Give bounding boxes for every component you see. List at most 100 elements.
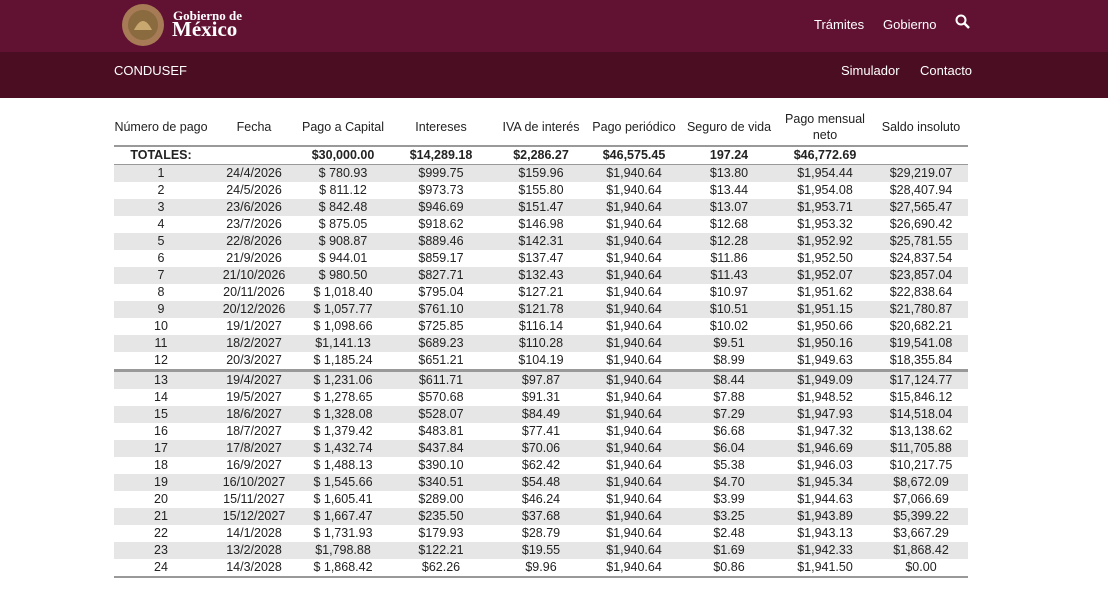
cell: 4 [157,217,165,231]
cell: $24,837.54 [889,251,953,265]
header-row: Número de pago Fecha Pago a Capital Interes… [114,109,968,147]
cell: $46.24 [521,492,561,506]
nav-link[interactable]: Gobierno [883,17,937,32]
nav-link[interactable]: Trámites [814,17,865,32]
cell: $0.00 [874,559,968,578]
cell: $1,940.64 [606,251,662,265]
cell: $ 811.12 [319,183,367,197]
column-header: Pago periódico [586,109,682,147]
cell: $12.68 [709,217,749,231]
cell [874,146,968,165]
cell: $7.88 [713,390,745,404]
cell: $889.46 [386,233,496,250]
cell: $116.14 [518,319,564,333]
cell: $340.51 [386,474,496,491]
table-row: 10 19/1/2027 $ 1,098.66 $725.85 $116.14 $1,94… [114,318,968,335]
search-icon[interactable] [955,14,971,30]
cell: $77.41 [521,424,561,438]
cell: 17 [114,440,208,457]
logo-text[interactable]: Gobierno de [173,8,242,23]
cell: 18 [154,458,168,472]
cell: 12 [114,352,208,372]
cell: $859.17 [418,251,464,265]
cell: $1,940.64 [586,542,682,559]
cell: $235.50 [386,508,496,525]
cell [208,146,300,165]
cell: $ 1,545.66 [300,474,386,491]
cell: $1,940.64 [606,424,662,438]
sub-link[interactable]: Simulador [841,63,900,78]
cell: $121.78 [496,301,586,318]
cell: $1,940.64 [606,390,662,404]
cell: $528.07 [386,406,496,423]
cell: 13/2/2028 [208,542,300,559]
cell: $570.68 [418,390,464,404]
sub-link[interactable]: Contacto [920,63,973,78]
cell: 17/8/2027 [208,440,300,457]
cell: $3.25 [682,508,776,525]
cell: $7.29 [682,406,776,423]
table-row: 8 20/11/2026 $ 1,018.40 $795.04 $127.21 $1,94… [114,284,968,301]
cell: $6.68 [713,424,745,438]
logo-text[interactable]: México [172,17,238,41]
cell: 22 [154,526,168,540]
cell: $1,946.69 [776,440,874,457]
column-header: Seguro de vida [682,109,776,147]
cell: $1,940.64 [586,406,682,423]
table-row: 17 17/8/2027 $ 1,432.74 $437.84 $70.06 $1,940… [114,440,968,457]
cell: $946.69 [386,199,496,216]
cell: $1,141.13 [300,335,386,352]
cell: $13.44 [709,183,749,197]
brand[interactable]: CONDUSEF [114,63,187,78]
cell: $19.55 [496,542,586,559]
cell: $1,798.88 [300,542,386,559]
cell: $19,541.08 [874,335,968,352]
cell: $827.71 [386,267,496,284]
cell: 7 [114,267,208,284]
cell: $28,407.94 [889,183,953,197]
cell: $97.87 [496,370,586,389]
cell: 24/4/2026 [208,164,300,182]
cell: $1,954.08 [797,183,853,197]
cell: 19 [114,474,208,491]
cell: 22/8/2026 [208,233,300,250]
cell: $1.69 [682,542,776,559]
table-row: 24 14/3/2028 $ 1,868.42 $62.26 $9.96 $1,940.6… [114,559,968,578]
cell: $1,952.50 [797,251,853,265]
table-row: 19 16/10/2027 $ 1,545.66 $340.51 $54.48 $1,94… [114,474,968,491]
table-row: 6 21/9/2026 $ 944.01 $859.17 $137.47 $1,940.6… [114,250,968,267]
cell: $1,940.64 [606,526,662,540]
cell: $1,940.64 [586,508,682,525]
cell: $179.93 [418,526,464,540]
cell: $37.68 [496,508,586,525]
cell: $1,940.64 [586,199,682,216]
cell: $155.80 [518,183,564,197]
cell: $1,947.32 [797,424,853,438]
column-header: Fecha [208,109,300,147]
cell: 6 [157,251,165,265]
cell: $ 980.50 [300,267,386,284]
table-row: 21 15/12/2027 $ 1,667.47 $235.50 $37.68 $1,94… [114,508,968,525]
table-row: 14 19/5/2027 $ 1,278.65 $570.68 $91.31 $1,940… [114,389,968,406]
cell: $1,940.64 [586,301,682,318]
cell: $1,950.16 [776,335,874,352]
cell: $ 1,488.13 [313,458,373,472]
cell: $ 842.48 [300,199,386,216]
cell: $20,682.21 [889,319,953,333]
cell: $1,940.64 [586,474,682,491]
cell: $1,944.63 [797,492,853,506]
cell: $1,940.64 [586,440,682,457]
cell: $18,355.84 [874,352,968,372]
cell: $15,846.12 [889,390,953,404]
logo-emblem[interactable] [120,2,168,50]
table-row: 18 16/9/2027 $ 1,488.13 $390.10 $62.42 $1,940… [114,457,968,474]
cell: $1,940.64 [586,559,682,578]
totals-label: TOTALES: [114,146,208,165]
table-row: 23 13/2/2028 $1,798.88 $122.21 $19.55 $1,940.… [114,542,968,559]
cell: 19/5/2027 [226,390,282,404]
column-header: Pago a Capital [300,109,386,147]
cell: $104.19 [496,352,586,372]
cell: $28.79 [521,526,561,540]
table-row: 7 21/10/2026 $ 980.50 $827.71 $132.43 $1,940.… [114,267,968,284]
